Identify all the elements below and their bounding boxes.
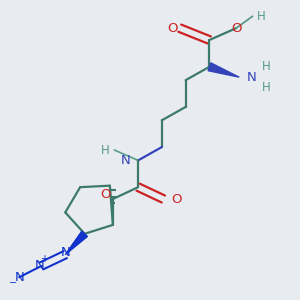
Text: N: N	[14, 271, 24, 284]
Text: H: H	[262, 60, 271, 73]
Text: O: O	[171, 193, 181, 206]
Text: N: N	[247, 71, 256, 84]
Text: N: N	[121, 154, 131, 167]
Polygon shape	[208, 63, 239, 77]
Text: O: O	[100, 188, 111, 201]
Text: H: H	[257, 10, 266, 23]
Text: H: H	[262, 81, 271, 94]
Polygon shape	[65, 231, 87, 255]
Text: N: N	[35, 260, 45, 272]
Text: O: O	[167, 22, 178, 34]
Text: H: H	[101, 143, 110, 157]
Text: −: −	[9, 278, 17, 288]
Text: N: N	[60, 246, 70, 259]
Text: O: O	[231, 22, 242, 34]
Text: +: +	[40, 254, 49, 264]
